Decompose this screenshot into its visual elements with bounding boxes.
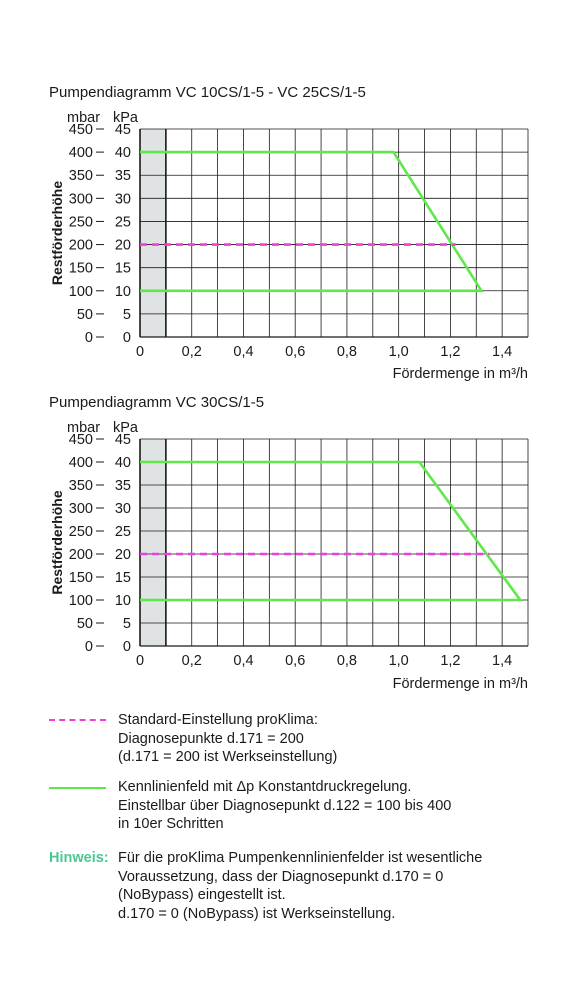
y-tick-label-mbar: 50	[77, 307, 93, 323]
series-line-kennlinienfeld	[140, 150, 484, 293]
x-tick-label: 1,4	[492, 653, 512, 669]
y-tick-label-mbar: 100	[69, 593, 93, 609]
chart-2-svg: 0501001502002503003504004500510152025303…	[49, 420, 529, 692]
y-tick-label-mbar: 150	[69, 261, 93, 277]
y-unit-kpa: kPa	[113, 420, 139, 436]
y-unit-mbar: mbar	[67, 420, 100, 436]
x-tick-label: 0,6	[285, 344, 305, 360]
legend-text-line: (d.171 = 200 ist Werkseinstellung)	[118, 749, 338, 765]
x-tick-label: 0	[136, 344, 144, 360]
note-text-line: Für die proKlima Pumpenkennlinienfelder …	[118, 850, 483, 866]
series-line-kennlinienfeld	[140, 460, 523, 602]
y-tick-label-kpa: 30	[115, 501, 131, 517]
y-tick-label-mbar: 200	[69, 547, 93, 563]
y-tick-label-mbar: 450	[69, 122, 93, 138]
note-label: Hinweis:	[49, 850, 109, 866]
y-tick-label-kpa: 30	[115, 191, 131, 207]
y-tick-label-kpa: 0	[123, 330, 131, 346]
y-tick-label-kpa: 45	[115, 122, 131, 138]
y-tick-label-kpa: 25	[115, 524, 131, 540]
note-text-line: (NoBypass) eingestellt ist.	[118, 887, 286, 903]
y-tick-label-mbar: 250	[69, 524, 93, 540]
y-tick-label-mbar: 250	[69, 214, 93, 230]
y-tick-label-mbar: 50	[77, 616, 93, 632]
y-tick-label-mbar: 300	[69, 501, 93, 517]
x-axis-label: Fördermenge in m³/h	[393, 366, 528, 382]
note-text-line: Voraussetzung, dass der Diagnosepunkt d.…	[118, 868, 444, 885]
legend-text-line: in 10er Schritten	[118, 816, 224, 832]
legend-swatch-solid	[49, 787, 106, 789]
y-tick-label-kpa: 45	[115, 432, 131, 448]
y-tick-label-kpa: 20	[115, 238, 131, 254]
y-tick-label-kpa: 0	[123, 639, 131, 655]
x-tick-label: 1,2	[440, 344, 460, 360]
legend-text-line: Einstellbar über Diagnosepunkt d.122 = 1…	[118, 797, 452, 814]
x-tick-label: 1,0	[389, 653, 409, 669]
y-tick-label-mbar: 300	[69, 191, 93, 207]
y-tick-label-kpa: 35	[115, 478, 131, 494]
y-tick-label-kpa: 10	[115, 593, 131, 609]
y-tick-label-mbar: 200	[69, 238, 93, 254]
y-tick-label-mbar: 350	[69, 168, 93, 184]
x-tick-label: 1,4	[492, 344, 512, 360]
note-text-line: d.170 = 0 (NoBypass) ist Werkseinstellun…	[118, 905, 396, 922]
shaded-region	[140, 439, 166, 646]
y-tick-label-mbar: 100	[69, 284, 93, 300]
y-tick-label-kpa: 15	[115, 261, 131, 277]
x-tick-label: 0,6	[285, 653, 305, 669]
y-tick-label-kpa: 5	[123, 307, 131, 323]
x-tick-label: 0,4	[233, 653, 253, 669]
y-tick-label-mbar: 150	[69, 570, 93, 586]
y-axis-label: Restförderhöhe	[49, 490, 65, 594]
chart-title: Pumpendiagramm VC 10CS/1-5 - VC 25CS/1-5	[49, 84, 366, 101]
y-tick-label-kpa: 35	[115, 168, 131, 184]
y-tick-label-mbar: 350	[69, 478, 93, 494]
chart-1-svg: 0501001502002503003504004500510152025303…	[49, 110, 529, 382]
y-unit-mbar: mbar	[67, 110, 100, 126]
y-tick-label-kpa: 25	[115, 214, 131, 230]
x-tick-label: 0,8	[337, 653, 357, 669]
chart-title: Pumpendiagramm VC 30CS/1-5	[49, 394, 265, 411]
legend-text-line: Standard-Einstellung proKlima:	[118, 712, 318, 728]
y-tick-label-kpa: 40	[115, 455, 131, 471]
legend-text-line: Kennlinienfeld mit Δp Konstantdruckregel…	[118, 779, 412, 795]
x-tick-label: 1,0	[389, 344, 409, 360]
y-tick-label-kpa: 15	[115, 570, 131, 586]
shaded-region	[140, 129, 166, 337]
y-axis-label: Restförderhöhe	[49, 181, 65, 285]
y-tick-label-mbar: 400	[69, 145, 93, 161]
y-unit-kpa: kPa	[113, 110, 139, 126]
y-tick-label-kpa: 10	[115, 284, 131, 300]
legend-swatch-dashed	[49, 719, 106, 721]
x-tick-label: 1,2	[440, 653, 460, 669]
x-tick-label: 0	[136, 653, 144, 669]
legend-text-line: Diagnosepunkte d.171 = 200	[118, 730, 304, 747]
y-tick-label-kpa: 20	[115, 547, 131, 563]
y-tick-label-mbar: 400	[69, 455, 93, 471]
x-axis-label: Fördermenge in m³/h	[393, 676, 528, 692]
x-tick-label: 0,2	[182, 653, 202, 669]
y-tick-label-mbar: 0	[85, 330, 93, 346]
x-tick-label: 0,2	[182, 344, 202, 360]
x-tick-label: 0,4	[233, 344, 253, 360]
y-tick-label-mbar: 0	[85, 639, 93, 655]
x-tick-label: 0,8	[337, 344, 357, 360]
y-tick-label-kpa: 5	[123, 616, 131, 632]
y-tick-label-kpa: 40	[115, 145, 131, 161]
y-tick-label-mbar: 450	[69, 432, 93, 448]
